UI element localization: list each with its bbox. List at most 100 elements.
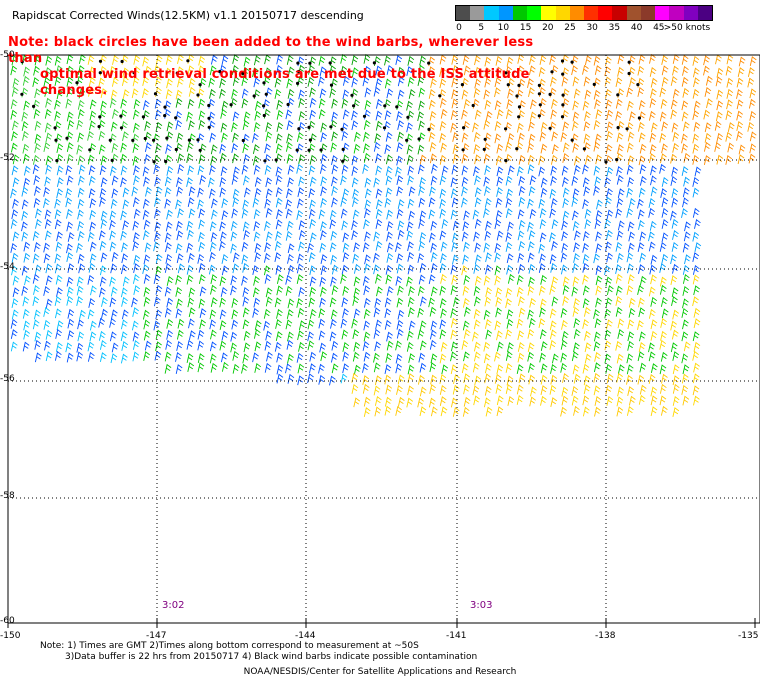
- wind-barb: [572, 364, 580, 375]
- wind-barb: [22, 308, 30, 319]
- wind-barb: [692, 350, 699, 361]
- wind-barb: [319, 342, 326, 353]
- wind-barb: [661, 373, 668, 384]
- wind-barb: [143, 176, 150, 187]
- wind-barb: [77, 209, 84, 220]
- wind-barb: [659, 383, 667, 394]
- wind-barb: [549, 254, 557, 264]
- wind-barb: [573, 253, 580, 263]
- wind-barb: [276, 285, 284, 296]
- wind-barb: [143, 273, 151, 284]
- wind-barb: [309, 176, 317, 187]
- wind-barb: [67, 263, 75, 273]
- wind-barb: [628, 297, 636, 308]
- wind-barb: [232, 132, 239, 143]
- wind-barb: [562, 210, 570, 221]
- wind-barb: [132, 197, 140, 207]
- wind-barb: [637, 77, 645, 88]
- wind-barb: [627, 263, 634, 274]
- wind-barb: [441, 218, 449, 229]
- wind-barb: [176, 186, 184, 197]
- wind-barb: [561, 76, 569, 87]
- wind-barb: [166, 276, 174, 286]
- wind-barb: [320, 286, 327, 297]
- contamination-circle: [98, 59, 103, 63]
- wind-barb: [463, 373, 470, 384]
- contamination-circle: [341, 159, 345, 163]
- wind-barb: [76, 144, 84, 155]
- wind-barb: [692, 177, 700, 187]
- wind-barb: [606, 109, 614, 120]
- contamination-circle: [471, 103, 475, 108]
- wind-barb: [549, 188, 557, 199]
- wind-barb: [22, 296, 30, 307]
- wind-barb: [593, 331, 601, 342]
- wind-barb: [209, 353, 217, 364]
- wind-barb: [472, 362, 480, 373]
- wind-barb: [353, 242, 360, 253]
- wind-barb: [396, 328, 404, 339]
- wind-barb: [219, 240, 226, 251]
- legend-swatch: [697, 6, 712, 20]
- wind-barb: [507, 88, 514, 99]
- wind-barb: [231, 208, 239, 219]
- wind-barb: [132, 76, 140, 87]
- wind-barb: [56, 143, 64, 153]
- wind-barb: [495, 383, 503, 394]
- wind-barb: [395, 340, 402, 351]
- wind-barb: [121, 253, 129, 264]
- wind-barb: [583, 76, 591, 87]
- wind-barb: [375, 188, 383, 199]
- wind-barb: [397, 66, 405, 77]
- contamination-circle: [350, 93, 354, 97]
- wind-speed-legend: 0 5 10 15 20 25 30 35 40 45 >50 knots: [455, 5, 713, 33]
- wind-barb: [10, 109, 18, 120]
- wind-barb: [165, 54, 173, 65]
- wind-barb: [362, 363, 369, 373]
- wind-barb: [495, 55, 503, 66]
- wind-barb: [715, 111, 723, 122]
- wind-barb: [572, 276, 580, 287]
- wind-barb: [505, 153, 513, 164]
- wind-barb: [44, 340, 51, 351]
- wind-barb: [395, 166, 402, 177]
- wind-barb: [375, 165, 383, 176]
- wind-barb: [584, 89, 592, 100]
- wind-barb: [605, 276, 613, 287]
- wind-barb: [671, 122, 679, 133]
- wind-barb: [219, 187, 227, 198]
- wind-barb: [175, 243, 183, 254]
- wind-barb: [505, 141, 512, 152]
- wind-barb: [175, 308, 183, 319]
- wind-barb: [659, 395, 667, 406]
- wind-barb: [331, 164, 339, 175]
- wind-barb: [318, 330, 326, 341]
- wind-barb: [23, 241, 31, 252]
- wind-barb: [375, 153, 382, 164]
- wind-barb: [265, 296, 273, 307]
- footnote-line-1: Note: 1) Times are GMT 2)Times along bot…: [40, 641, 419, 651]
- wind-barb: [671, 329, 679, 340]
- wind-barb: [494, 351, 501, 362]
- wind-barb: [583, 186, 591, 197]
- wind-barb: [153, 164, 161, 175]
- wind-barb: [99, 265, 107, 276]
- wind-barb: [549, 339, 557, 350]
- wind-barb: [231, 122, 238, 132]
- wind-barb: [373, 141, 381, 152]
- wind-barb: [132, 220, 140, 231]
- wind-barb: [23, 320, 30, 331]
- wind-barb: [89, 209, 97, 220]
- wind-barb: [483, 119, 491, 130]
- wind-barb: [671, 296, 678, 306]
- wind-barb: [132, 109, 140, 120]
- wind-barb: [692, 143, 700, 154]
- wind-barb: [627, 331, 635, 342]
- wind-barb: [615, 208, 623, 219]
- wind-barb: [65, 342, 73, 353]
- wind-barb: [77, 220, 85, 231]
- contamination-circle: [141, 115, 145, 119]
- wind-barb: [56, 165, 64, 176]
- wind-barb: [298, 230, 306, 240]
- wind-barb: [518, 373, 526, 384]
